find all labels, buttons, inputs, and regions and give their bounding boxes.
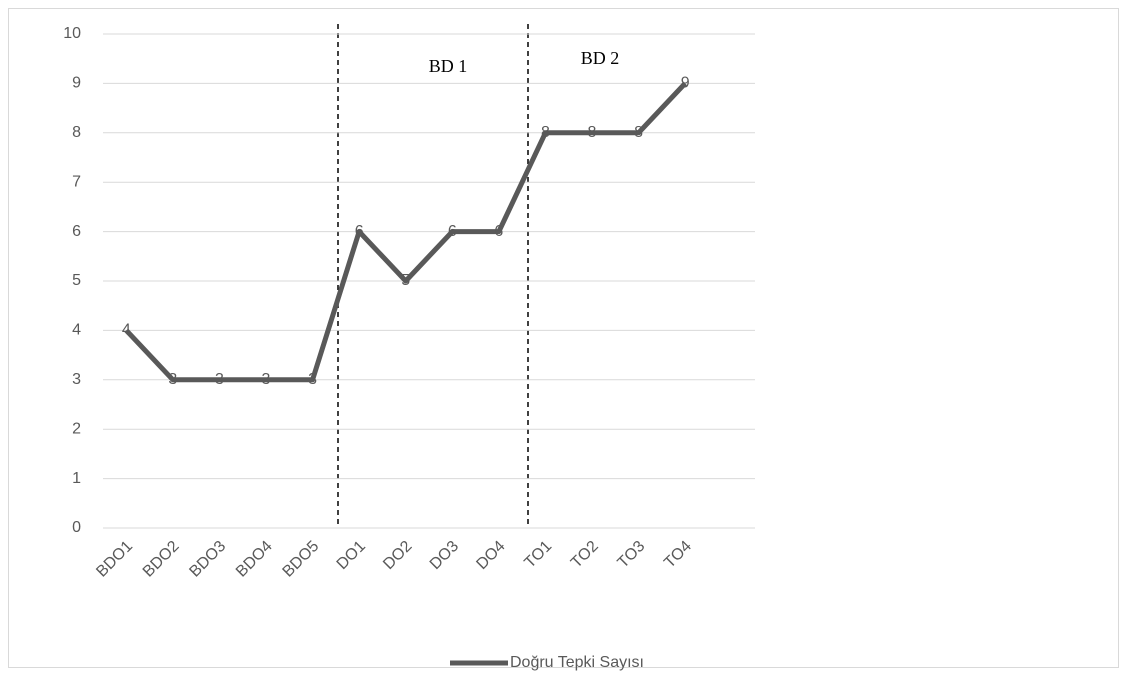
y-tick-label: 2: [72, 420, 81, 437]
data-label: 5: [401, 272, 410, 289]
y-tick-label: 0: [72, 519, 81, 536]
data-label: 3: [308, 371, 317, 388]
data-label: 9: [681, 75, 690, 92]
y-tick-label: 3: [72, 371, 81, 388]
data-label: 4: [122, 322, 131, 339]
y-tick-label: 10: [63, 25, 81, 42]
y-tick-label: 9: [72, 75, 81, 92]
data-label: 3: [215, 371, 224, 388]
y-tick-label: 1: [72, 470, 81, 487]
data-label: 6: [355, 223, 364, 240]
y-tick-label: 6: [72, 223, 81, 240]
data-label: 8: [634, 124, 643, 141]
data-label: 6: [494, 223, 503, 240]
annotation: BD 2: [581, 48, 620, 68]
data-label: 3: [262, 371, 271, 388]
data-label: 6: [448, 223, 457, 240]
data-label: 8: [588, 124, 597, 141]
legend-label: Doğru Tepki Sayısı: [510, 654, 644, 671]
y-tick-label: 5: [72, 272, 81, 289]
y-tick-label: 4: [72, 322, 81, 339]
y-tick-label: 8: [72, 124, 81, 141]
data-label: 8: [541, 124, 550, 141]
y-tick-label: 7: [72, 173, 81, 190]
series-line: [124, 81, 687, 383]
chart-frame: [8, 8, 1119, 668]
annotation: BD 1: [429, 56, 468, 76]
data-label: 3: [168, 371, 177, 388]
